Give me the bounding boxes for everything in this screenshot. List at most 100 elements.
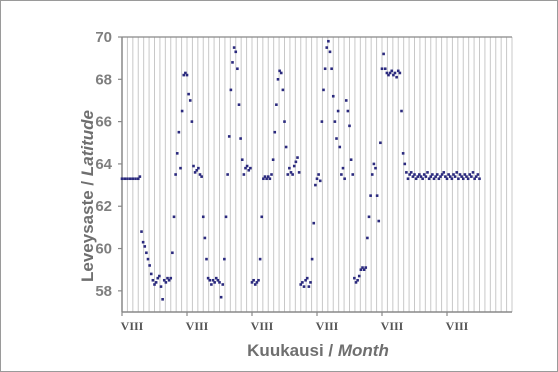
data-point: [223, 257, 226, 261]
data-point: [336, 109, 340, 113]
data-point: [266, 175, 270, 178]
data-point: [409, 171, 413, 174]
data-point: [437, 177, 441, 181]
data-point: [167, 278, 171, 282]
data-point: [292, 164, 296, 168]
y-tick-label: 70: [95, 29, 112, 46]
data-points: [120, 39, 481, 301]
data-point: [392, 73, 395, 77]
data-point: [286, 173, 290, 176]
data-point: [338, 145, 342, 149]
data-point: [333, 120, 337, 123]
data-point: [317, 173, 320, 176]
x-tick-label: VIII: [446, 319, 469, 333]
data-point: [370, 173, 374, 176]
data-point: [245, 164, 249, 168]
data-point: [473, 177, 476, 181]
data-point: [208, 278, 212, 282]
data-point: [159, 285, 163, 288]
data-point: [369, 194, 372, 197]
data-point: [432, 177, 436, 181]
data-point: [211, 278, 215, 282]
data-point: [408, 173, 411, 176]
data-point: [419, 175, 423, 178]
data-point: [278, 69, 281, 73]
data-point: [457, 177, 460, 181]
x-tick-label: VIII: [121, 319, 144, 333]
y-tick-label: 66: [95, 114, 112, 131]
data-point: [164, 281, 168, 284]
data-point: [304, 278, 307, 282]
data-point: [210, 283, 213, 286]
x-tick-label: VIII: [381, 319, 404, 333]
data-point: [291, 173, 294, 176]
data-point: [450, 177, 454, 181]
data-point: [161, 298, 164, 301]
data-point: [403, 162, 407, 166]
data-point: [265, 177, 268, 181]
data-point: [346, 109, 350, 113]
data-point: [153, 283, 156, 286]
data-point: [382, 52, 385, 56]
data-point: [151, 278, 155, 282]
data-point: [374, 166, 377, 170]
data-point: [341, 166, 345, 170]
data-point: [427, 177, 431, 181]
data-point: [445, 177, 449, 181]
data-point: [343, 177, 346, 181]
data-point: [134, 177, 137, 181]
data-point: [123, 177, 127, 181]
data-point: [236, 67, 239, 71]
data-point: [249, 166, 252, 170]
data-point: [440, 173, 444, 176]
data-point: [405, 171, 408, 174]
data-point: [146, 257, 150, 261]
data-point: [463, 173, 467, 176]
data-point: [128, 177, 132, 181]
data-point: [349, 158, 353, 161]
data-point: [200, 175, 203, 178]
data-point: [262, 177, 265, 181]
data-point: [270, 173, 273, 176]
data-point: [413, 173, 416, 176]
data-point: [141, 240, 145, 244]
y-tick-label: 60: [95, 241, 112, 258]
data-point: [145, 251, 148, 255]
data-point: [362, 268, 366, 271]
data-point: [330, 67, 333, 71]
data-point: [466, 177, 470, 181]
data-point: [366, 236, 369, 240]
data-point: [239, 137, 242, 140]
data-point: [375, 194, 379, 197]
data-point: [299, 283, 303, 286]
data-point: [380, 67, 384, 71]
data-point: [279, 71, 283, 75]
data-point: [219, 295, 223, 299]
data-point: [478, 177, 481, 181]
data-point: [257, 278, 260, 282]
y-axis-title: Leveysaste / Latitude: [78, 110, 97, 282]
data-point: [323, 67, 327, 71]
data-point: [379, 141, 382, 145]
data-point: [179, 166, 182, 170]
data-point: [411, 175, 415, 178]
data-point: [302, 285, 306, 288]
data-point: [205, 257, 208, 261]
data-point: [452, 173, 455, 176]
data-point: [356, 278, 359, 282]
data-point: [216, 278, 220, 282]
data-point: [458, 173, 462, 176]
data-point: [234, 50, 238, 54]
data-point: [180, 109, 184, 113]
data-point: [294, 160, 298, 164]
data-point: [395, 75, 398, 79]
data-point: [328, 50, 332, 54]
data-point: [276, 78, 280, 81]
data-point: [138, 175, 142, 178]
data-point: [224, 215, 228, 219]
data-point: [131, 177, 135, 181]
data-point: [221, 283, 225, 286]
x-tick-labels: VIII VIII VIII VIII VIII VIII: [121, 312, 469, 333]
data-point: [465, 175, 468, 178]
data-point: [353, 276, 356, 280]
